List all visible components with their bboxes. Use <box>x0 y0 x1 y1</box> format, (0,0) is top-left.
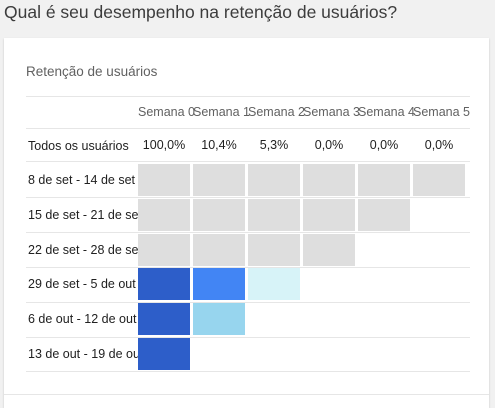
week-header-1: Semana 1 <box>193 105 250 119</box>
total-value-week-5: 0,0% <box>424 138 454 152</box>
card-title: Retenção de usuários <box>26 64 158 79</box>
retention-cell[interactable] <box>138 268 190 301</box>
week-header-0: Semana 0 <box>138 105 195 119</box>
retention-cell[interactable] <box>193 233 245 266</box>
total-value-week-1: 10,4% <box>201 138 237 152</box>
retention-cell[interactable] <box>138 233 190 266</box>
total-value-week-4: 0,0% <box>369 138 399 152</box>
cohort-label: 8 de set - 14 de set <box>28 173 136 187</box>
divider <box>26 232 470 234</box>
divider <box>26 197 470 199</box>
week-header-5: Semana 5 <box>413 105 470 119</box>
retention-cell[interactable] <box>303 164 355 196</box>
divider <box>26 371 470 373</box>
divider <box>26 336 470 338</box>
retention-cell[interactable] <box>138 198 190 231</box>
retention-cell[interactable] <box>248 268 300 301</box>
week-header-2: Semana 2 <box>248 105 305 119</box>
retention-cell[interactable] <box>303 233 355 266</box>
retention-cell[interactable] <box>358 198 410 231</box>
total-value-week-0: 100,0% <box>142 138 186 152</box>
divider <box>26 301 470 303</box>
total-value-week-2: 5,3% <box>259 138 289 152</box>
divider <box>26 96 470 97</box>
retention-cell[interactable] <box>138 164 190 196</box>
retention-cell[interactable] <box>413 164 465 196</box>
cohort-label: 6 de out - 12 de out <box>28 312 137 327</box>
retention-cell[interactable] <box>303 198 355 231</box>
total-value-week-3: 0,0% <box>314 138 344 152</box>
total-row-label: Todos os usuários <box>28 139 129 153</box>
retention-cell[interactable] <box>193 198 245 231</box>
divider <box>26 161 470 162</box>
cohort-label: 15 de set - 21 de set <box>28 207 142 222</box>
cohort-label: 13 de out - 19 de out <box>28 347 144 361</box>
cohort-label: 29 de set - 5 de out <box>28 277 136 292</box>
divider <box>26 266 470 268</box>
retention-card: Retenção de usuários Semana 0 Semana 1 Sem… <box>4 38 489 408</box>
retention-cell[interactable] <box>193 303 245 336</box>
week-header-3: Semana 3 <box>303 105 360 119</box>
card-footer-divider <box>4 394 489 395</box>
retention-cell[interactable] <box>138 303 190 336</box>
divider <box>26 128 470 129</box>
retention-cell[interactable] <box>193 268 245 301</box>
cohort-label: 22 de set - 28 de set <box>28 242 142 257</box>
retention-cell[interactable] <box>248 198 300 231</box>
question-heading: Qual é seu desempenho na retenção de usu… <box>4 2 398 22</box>
retention-cell[interactable] <box>193 164 245 196</box>
retention-cell[interactable] <box>248 164 300 196</box>
retention-cell[interactable] <box>138 338 190 370</box>
week-header-4: Semana 4 <box>358 105 415 119</box>
retention-cell[interactable] <box>358 164 410 196</box>
retention-cell[interactable] <box>248 233 300 266</box>
